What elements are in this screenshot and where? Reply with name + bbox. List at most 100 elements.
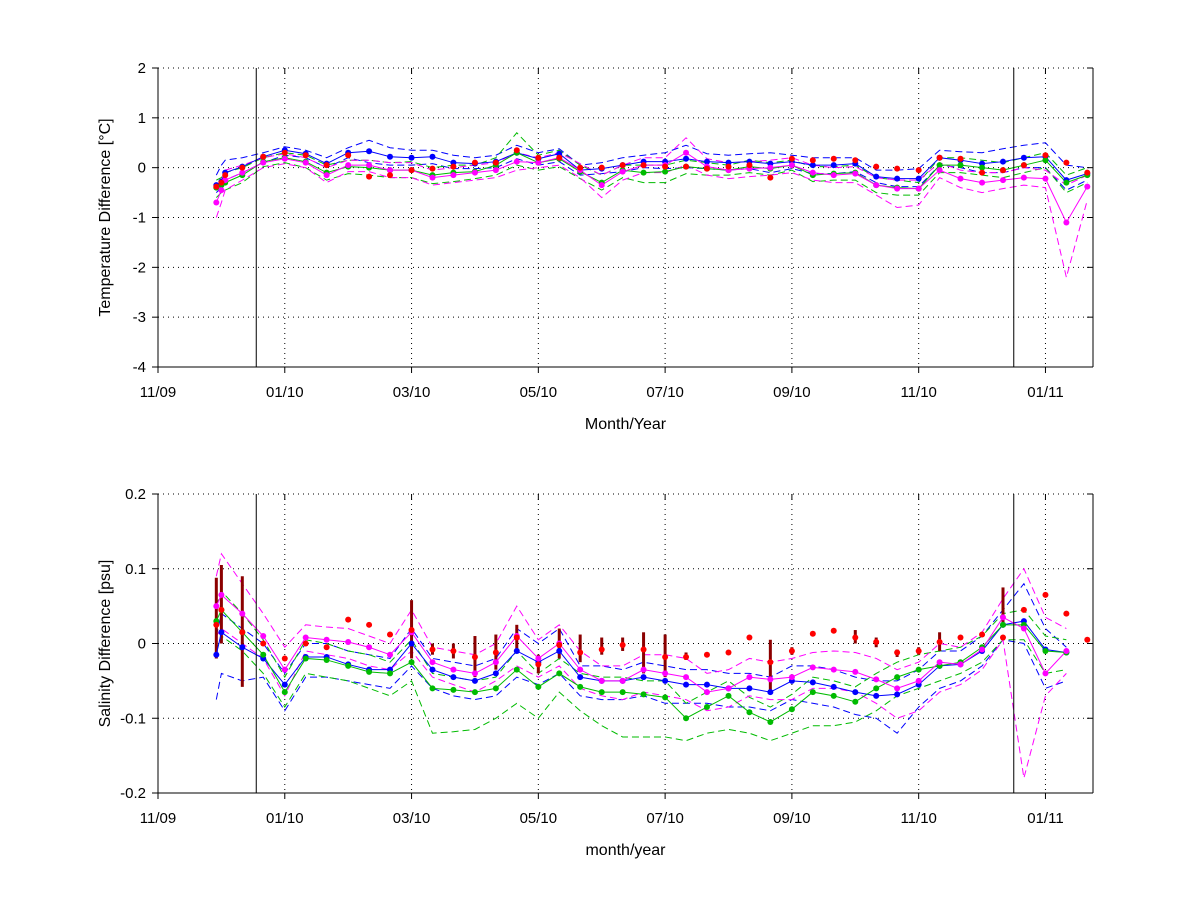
data-point <box>213 621 220 628</box>
data-point <box>535 154 542 161</box>
data-point <box>809 169 816 176</box>
data-point <box>450 666 457 673</box>
data-point <box>577 674 584 681</box>
data-point <box>213 651 220 658</box>
data-point <box>852 668 859 675</box>
data-point <box>239 169 246 176</box>
data-point <box>281 666 288 673</box>
data-point <box>213 183 220 190</box>
data-point <box>513 666 520 673</box>
data-point <box>366 162 373 169</box>
data-point <box>662 677 669 684</box>
data-point <box>366 148 373 155</box>
data-point <box>809 162 816 169</box>
data-point <box>894 691 901 698</box>
data-point <box>1042 152 1049 159</box>
data-point <box>873 692 880 699</box>
data-point <box>387 172 394 179</box>
data-point <box>1042 591 1049 598</box>
data-point <box>429 685 436 692</box>
data-point <box>577 666 584 673</box>
data-point <box>683 155 690 162</box>
data-point <box>979 179 986 186</box>
data-point <box>683 674 690 681</box>
data-point <box>873 173 880 180</box>
data-point <box>513 147 520 154</box>
band-upper-line <box>215 137 1088 191</box>
x-tick-label: 07/10 <box>646 384 684 401</box>
data-point <box>979 169 986 176</box>
data-point <box>894 674 901 681</box>
y-tick-label: -2 <box>133 259 146 276</box>
band-upper-line <box>215 582 1067 682</box>
data-point <box>471 169 478 176</box>
data-point <box>957 661 964 668</box>
data-point <box>429 153 436 160</box>
data-point <box>852 157 859 164</box>
data-point <box>577 164 584 171</box>
data-point <box>366 668 373 675</box>
data-point <box>915 677 922 684</box>
x-tick-label: 05/10 <box>520 810 558 827</box>
data-point <box>260 640 267 647</box>
data-point <box>218 179 225 186</box>
data-point <box>703 681 710 688</box>
data-point <box>703 704 710 711</box>
data-point <box>408 627 415 634</box>
band-lower-line <box>215 162 1088 198</box>
y-tick-label: 1 <box>138 110 146 127</box>
data-point <box>915 666 922 673</box>
data-point <box>999 177 1006 184</box>
data-point <box>640 674 647 681</box>
data-point <box>915 185 922 192</box>
x-tick-label: 03/10 <box>393 384 431 401</box>
data-point <box>1063 647 1070 654</box>
data-point <box>662 670 669 677</box>
data-point <box>746 709 753 716</box>
data-point <box>513 158 520 165</box>
x-tick-label: 11/09 <box>140 810 176 827</box>
data-point <box>239 164 246 171</box>
data-point <box>450 686 457 693</box>
data-point <box>746 634 753 641</box>
data-point <box>619 641 626 648</box>
data-point <box>767 164 774 171</box>
data-point <box>387 651 394 658</box>
data-point <box>218 591 225 598</box>
band-upper-line <box>215 139 1088 176</box>
data-point <box>619 168 626 175</box>
data-point <box>894 185 901 192</box>
data-point <box>429 165 436 172</box>
data-point <box>1020 154 1027 161</box>
data-point <box>535 661 542 668</box>
data-point <box>746 685 753 692</box>
data-point <box>218 629 225 636</box>
data-point <box>492 159 499 166</box>
data-point <box>873 163 880 170</box>
data-point <box>873 685 880 692</box>
data-point <box>345 662 352 669</box>
data-point <box>598 646 605 653</box>
y-tick-label: -1 <box>133 210 146 227</box>
x-axis-title: Month/Year <box>585 416 667 433</box>
data-point <box>683 681 690 688</box>
data-point <box>1084 169 1091 176</box>
data-point <box>513 647 520 654</box>
x-tick-label: 05/10 <box>520 384 558 401</box>
y-tick-label: 0.1 <box>125 561 146 578</box>
series-line <box>215 152 1088 224</box>
series-line <box>215 608 1067 723</box>
data-point <box>830 683 837 690</box>
band-upper-line <box>216 132 1088 184</box>
data-point <box>535 159 542 166</box>
data-point <box>683 163 690 170</box>
data-point <box>450 674 457 681</box>
x-tick-label: 01/11 <box>1027 810 1063 827</box>
data-point <box>979 631 986 638</box>
y-axis-title: Temperature Difference [°C] <box>97 118 114 316</box>
data-point <box>281 655 288 662</box>
data-point <box>725 649 732 656</box>
data-point <box>830 162 837 169</box>
data-point <box>873 676 880 683</box>
data-point <box>450 163 457 170</box>
